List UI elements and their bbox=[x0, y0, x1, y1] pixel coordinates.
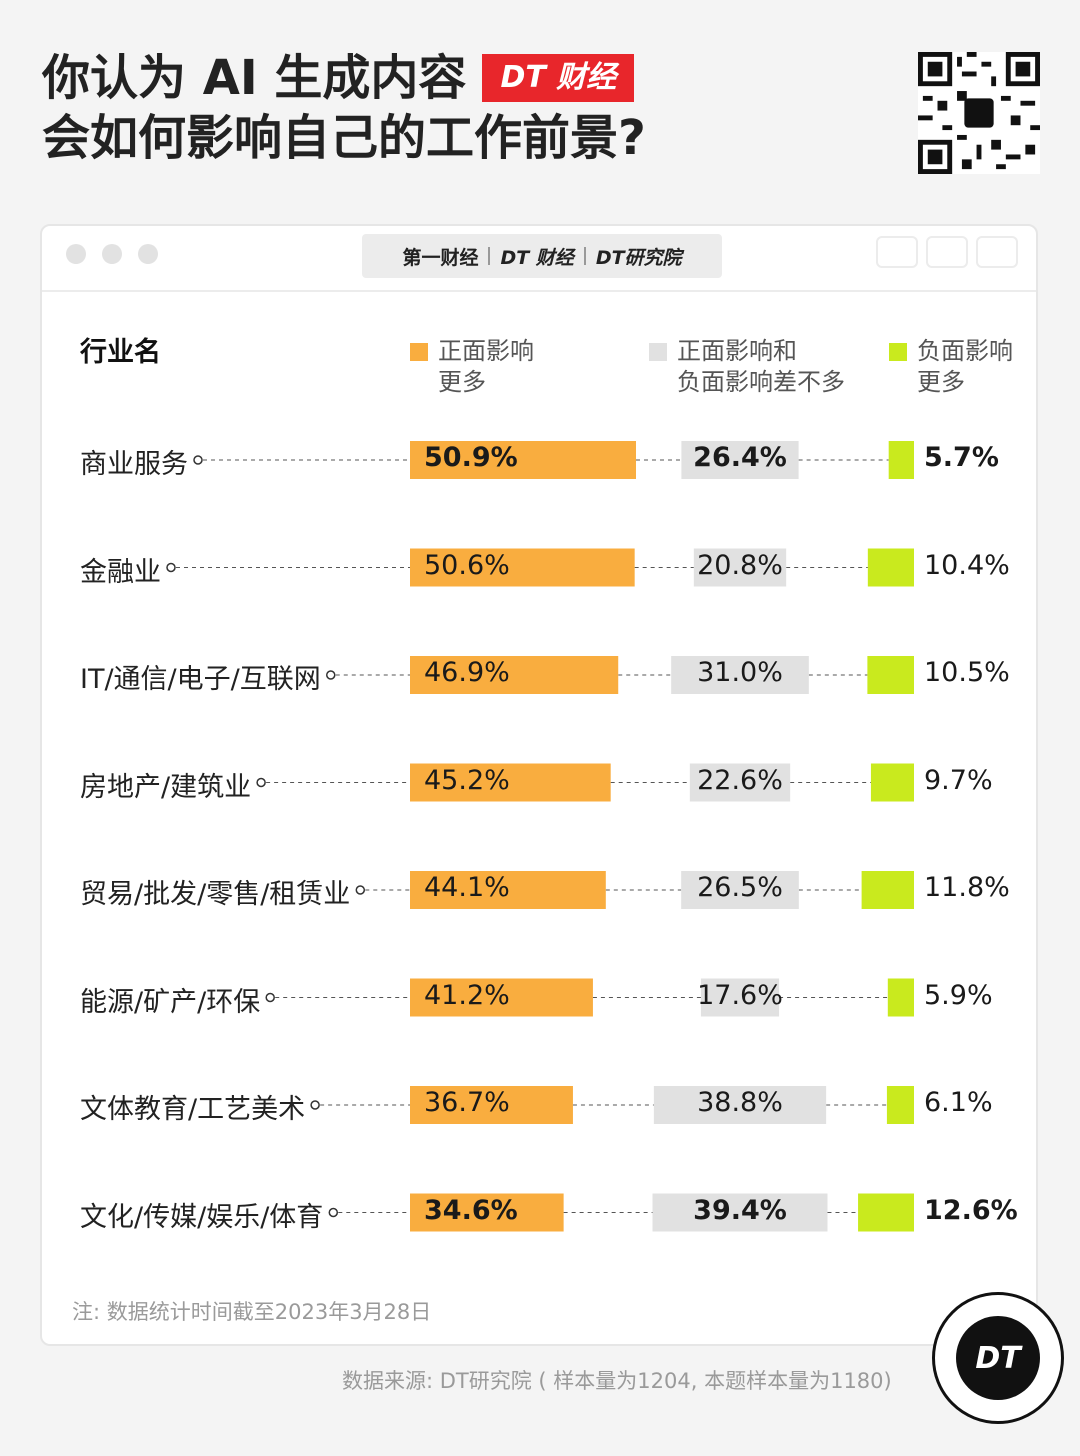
value-neutral: 20.8% bbox=[697, 549, 783, 581]
value-positive: 46.9% bbox=[424, 657, 510, 688]
legend-positive-line1: 正面影响 bbox=[438, 337, 534, 365]
category-label: IT/通信/电子/互联网 bbox=[80, 664, 321, 695]
legend-negative: 负面影响 更多 bbox=[889, 336, 1013, 398]
value-positive: 41.2% bbox=[424, 979, 510, 1011]
legend-neutral: 正面影响和 负面影响差不多 bbox=[649, 336, 845, 398]
value-positive: 50.6% bbox=[424, 549, 510, 581]
value-neutral: 38.8% bbox=[697, 1087, 783, 1118]
value-negative: 5.7% bbox=[924, 442, 999, 473]
category-label: 能源/矿产/环保 bbox=[80, 986, 261, 1018]
value-neutral: 39.4% bbox=[693, 1194, 787, 1226]
value-neutral: 26.4% bbox=[693, 442, 787, 473]
record-icon[interactable] bbox=[876, 236, 918, 268]
data-source: 数据来源: DT研究院 ( 样本量为1204, 本题样本量为1180) bbox=[342, 1369, 892, 1393]
value-positive: 45.2% bbox=[424, 764, 510, 796]
legend-neutral-line2: 负面影响差不多 bbox=[677, 368, 845, 396]
category-label: 商业服务 bbox=[80, 449, 188, 480]
value-negative: 12.6% bbox=[924, 1194, 1018, 1226]
legend-swatch-positive bbox=[410, 343, 428, 361]
category-label: 文化/传媒/娱乐/体育 bbox=[80, 1201, 324, 1233]
category-label: 文体教育/工艺美术 bbox=[80, 1094, 306, 1125]
legend-negative-line1: 负面影响 bbox=[917, 337, 1013, 365]
value-negative: 6.1% bbox=[924, 1087, 993, 1118]
logo-separator bbox=[583, 247, 586, 265]
logo-bar: 第一财经 DT 财经 DT研究院 bbox=[362, 234, 722, 278]
page-title: 你认为 AI 生成内容 DT 财经 会如何影响自己的工作前景? bbox=[42, 48, 646, 168]
logo-dt-institute: DT研究院 bbox=[595, 246, 682, 269]
close-icon[interactable] bbox=[66, 244, 86, 264]
window-titlebar: 第一财经 DT 财经 DT研究院 bbox=[42, 226, 1036, 292]
value-negative: 9.7% bbox=[924, 764, 993, 796]
minimize-icon[interactable] bbox=[102, 244, 122, 264]
value-neutral: 22.6% bbox=[697, 764, 783, 796]
value-neutral: 17.6% bbox=[697, 979, 783, 1011]
value-positive: 36.7% bbox=[424, 1087, 510, 1118]
legend-positive-line2: 更多 bbox=[438, 368, 486, 396]
value-neutral: 26.5% bbox=[697, 872, 783, 903]
logo-yicai: 第一财经 bbox=[402, 246, 479, 269]
dt-logo-badge: DT bbox=[932, 1292, 1064, 1424]
legend-negative-line2: 更多 bbox=[917, 368, 965, 396]
legend-neutral-line1: 正面影响和 bbox=[677, 337, 797, 365]
qr-code-icon bbox=[918, 52, 1040, 174]
logo-dt-caijing: DT 财经 bbox=[500, 246, 574, 269]
brand-badge: DT 财经 bbox=[482, 54, 635, 102]
maximize-icon[interactable] bbox=[138, 244, 158, 264]
legend-swatch-negative bbox=[889, 343, 907, 361]
value-positive: 34.6% bbox=[424, 1194, 518, 1226]
dt-logo-text: DT bbox=[956, 1316, 1040, 1400]
industry-column-header: 行业名 bbox=[80, 337, 161, 368]
value-positive: 50.9% bbox=[424, 442, 518, 473]
value-negative: 11.8% bbox=[924, 872, 1010, 903]
value-negative: 5.9% bbox=[924, 979, 993, 1011]
category-label: 房地产/建筑业 bbox=[80, 771, 252, 803]
logo-separator bbox=[488, 247, 491, 265]
value-positive: 44.1% bbox=[424, 872, 510, 903]
title-line-2: 会如何影响自己的工作前景? bbox=[42, 110, 646, 166]
value-negative: 10.4% bbox=[924, 549, 1010, 581]
value-negative: 10.5% bbox=[924, 657, 1010, 688]
share-icon[interactable] bbox=[926, 236, 968, 268]
legend-positive: 正面影响 更多 bbox=[410, 336, 534, 398]
legend-swatch-neutral bbox=[649, 343, 667, 361]
copy-icon[interactable] bbox=[976, 236, 1018, 268]
category-label: 贸易/批发/零售/租赁业 bbox=[80, 879, 351, 910]
title-line-1: 你认为 AI 生成内容 bbox=[42, 50, 467, 106]
value-neutral: 31.0% bbox=[697, 657, 783, 688]
category-label: 金融业 bbox=[80, 556, 161, 588]
data-note: 注: 数据统计时间截至2023年3月28日 bbox=[72, 1300, 432, 1324]
